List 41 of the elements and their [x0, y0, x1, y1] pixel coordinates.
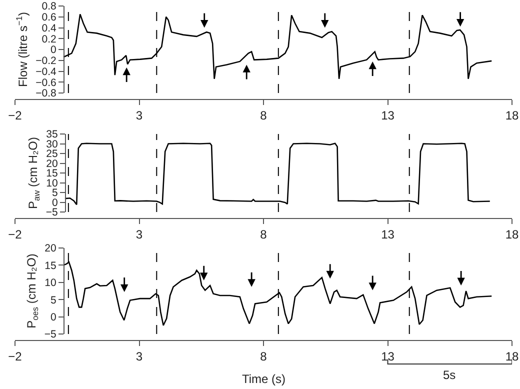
y-tick-label: 20 [46, 158, 58, 170]
x-tick-label: −2 [8, 349, 22, 364]
y-tick-label: 25 [46, 148, 58, 160]
x-tick-label: 18 [505, 349, 519, 364]
y-tick-label: −5 [44, 328, 57, 341]
y-tick-label: −0.4 [36, 66, 57, 78]
x-tick-label: −2 [8, 108, 22, 122]
y-tick-label: −5 [46, 206, 58, 219]
x-tick-label: −2 [8, 227, 22, 242]
y-tick-label: 30 [46, 138, 58, 150]
x-axis-title: Time (s) [242, 372, 286, 386]
y-tick-label: 5 [52, 187, 58, 200]
y-tick-label: 15 [44, 260, 57, 272]
y-tick-label: 15 [46, 168, 58, 180]
y-tick-label: 0 [52, 196, 58, 209]
y-tick-label: 35 [46, 128, 58, 141]
y-tick-label: 20 [44, 242, 57, 255]
y-tick-label: 5 [50, 294, 57, 306]
y-tick-label: 0.8 [42, 0, 57, 13]
y-tick-label: −0.2 [36, 55, 57, 68]
y-tick-label: −0.8 [36, 88, 57, 100]
x-tick-label: 3 [136, 227, 143, 242]
y-tick-label: 10 [46, 177, 58, 190]
x-tick-label: 8 [260, 349, 268, 364]
y-tick-label: 0 [50, 44, 57, 56]
x-tick-label: 3 [136, 108, 143, 122]
x-tick-label: 8 [260, 108, 268, 122]
x-tick-label: 8 [260, 227, 268, 242]
x-tick-label: 3 [136, 349, 143, 364]
y-tick-label: −0.6 [36, 76, 57, 89]
y-tick-label: 0 [50, 311, 57, 324]
y-tick-label: 0.2 [42, 33, 57, 46]
x-tick-label: 18 [505, 108, 519, 122]
y-tick-label: 10 [44, 277, 57, 290]
y-tick-label: 0.4 [42, 22, 57, 34]
y-tick-label: 0.6 [42, 12, 57, 24]
x-tick-label: 13 [381, 227, 395, 242]
x-tick-label: 13 [381, 349, 395, 364]
x-tick-label: 18 [505, 227, 519, 242]
text: 5s [443, 368, 456, 382]
x-tick-label: 13 [381, 108, 395, 122]
